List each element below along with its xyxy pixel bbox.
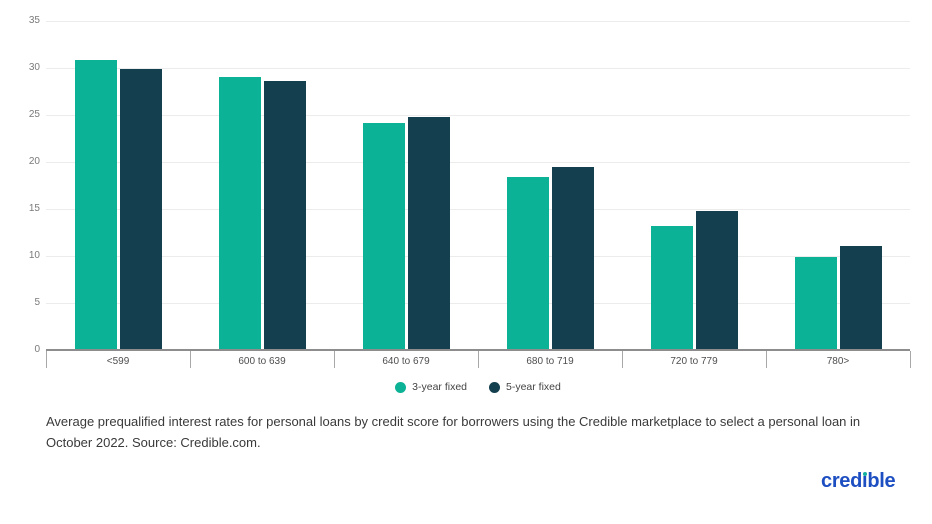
bar-3-year-fixed <box>650 225 693 350</box>
category-group <box>766 0 910 350</box>
bar-3-year-fixed <box>794 256 837 350</box>
category-group <box>622 0 766 350</box>
y-axis-tick-label: 0 <box>34 344 40 355</box>
bar-3-year-fixed <box>218 77 261 350</box>
gridline <box>46 302 910 304</box>
legend-item-5-year-fixed: 5-year fixed <box>489 381 561 393</box>
legend-item-3-year-fixed: 3-year fixed <box>395 381 467 393</box>
x-axis-tick <box>478 351 479 368</box>
bar-3-year-fixed <box>506 177 549 350</box>
bar-5-year-fixed <box>119 68 162 350</box>
bar-5-year-fixed <box>695 210 738 350</box>
y-axis-tick-label: 35 <box>28 15 40 26</box>
y-axis-tick-label: 30 <box>28 62 40 73</box>
y-axis-tick-label: 15 <box>28 203 40 214</box>
x-axis-tick <box>46 351 47 368</box>
y-axis-tick-label: 5 <box>34 297 40 308</box>
gridline <box>46 67 910 69</box>
y-axis-tick-label: 20 <box>28 156 40 167</box>
legend-dot-icon <box>395 381 407 393</box>
legend-dot-icon <box>489 381 500 393</box>
credible-logo: credı ble <box>821 470 896 493</box>
x-axis-tick <box>766 351 767 368</box>
logo-text-pre: cred <box>821 470 863 492</box>
y-axis-tick-label: 25 <box>28 109 40 120</box>
plot-area <box>46 0 910 350</box>
x-axis-tick <box>622 351 623 368</box>
gridline <box>46 161 910 163</box>
bar-5-year-fixed <box>839 245 882 350</box>
x-axis-category-label: 600 to 639 <box>238 356 286 367</box>
category-group <box>478 0 622 350</box>
x-axis-tick <box>190 351 191 368</box>
gridline <box>46 20 910 22</box>
x-axis-category-label: 720 to 779 <box>670 356 718 367</box>
category-group <box>46 0 190 350</box>
bar-3-year-fixed <box>74 60 117 350</box>
legend: 3-year fixed 5-year fixed <box>46 381 910 393</box>
caption: Average prequalified interest rates for … <box>46 414 861 450</box>
y-axis-tick-label: 10 <box>28 250 40 261</box>
x-axis-category-label: 680 to 719 <box>526 356 574 367</box>
x-axis-category-label: 780> <box>826 356 850 367</box>
logo-letter-i: ı <box>862 470 868 492</box>
x-axis-tick <box>334 351 335 368</box>
logo-i-dot-icon <box>862 471 867 476</box>
legend-label: 5-year fixed <box>506 381 561 393</box>
bar-5-year-fixed <box>551 166 594 350</box>
gridline <box>46 114 910 116</box>
category-group <box>190 0 334 350</box>
bar-5-year-fixed <box>263 81 306 350</box>
legend-label: 3-year fixed <box>412 381 467 393</box>
x-axis-category-label: 640 to 679 <box>382 356 430 367</box>
bar-3-year-fixed <box>362 122 405 350</box>
gridline <box>46 255 910 257</box>
category-group <box>334 0 478 350</box>
bar-5-year-fixed <box>407 116 450 350</box>
x-axis-tick <box>910 351 911 368</box>
logo-text-post: ble <box>867 470 896 492</box>
x-axis-line <box>46 349 910 351</box>
gridline <box>46 208 910 210</box>
x-axis-category-label: <599 <box>106 356 130 367</box>
